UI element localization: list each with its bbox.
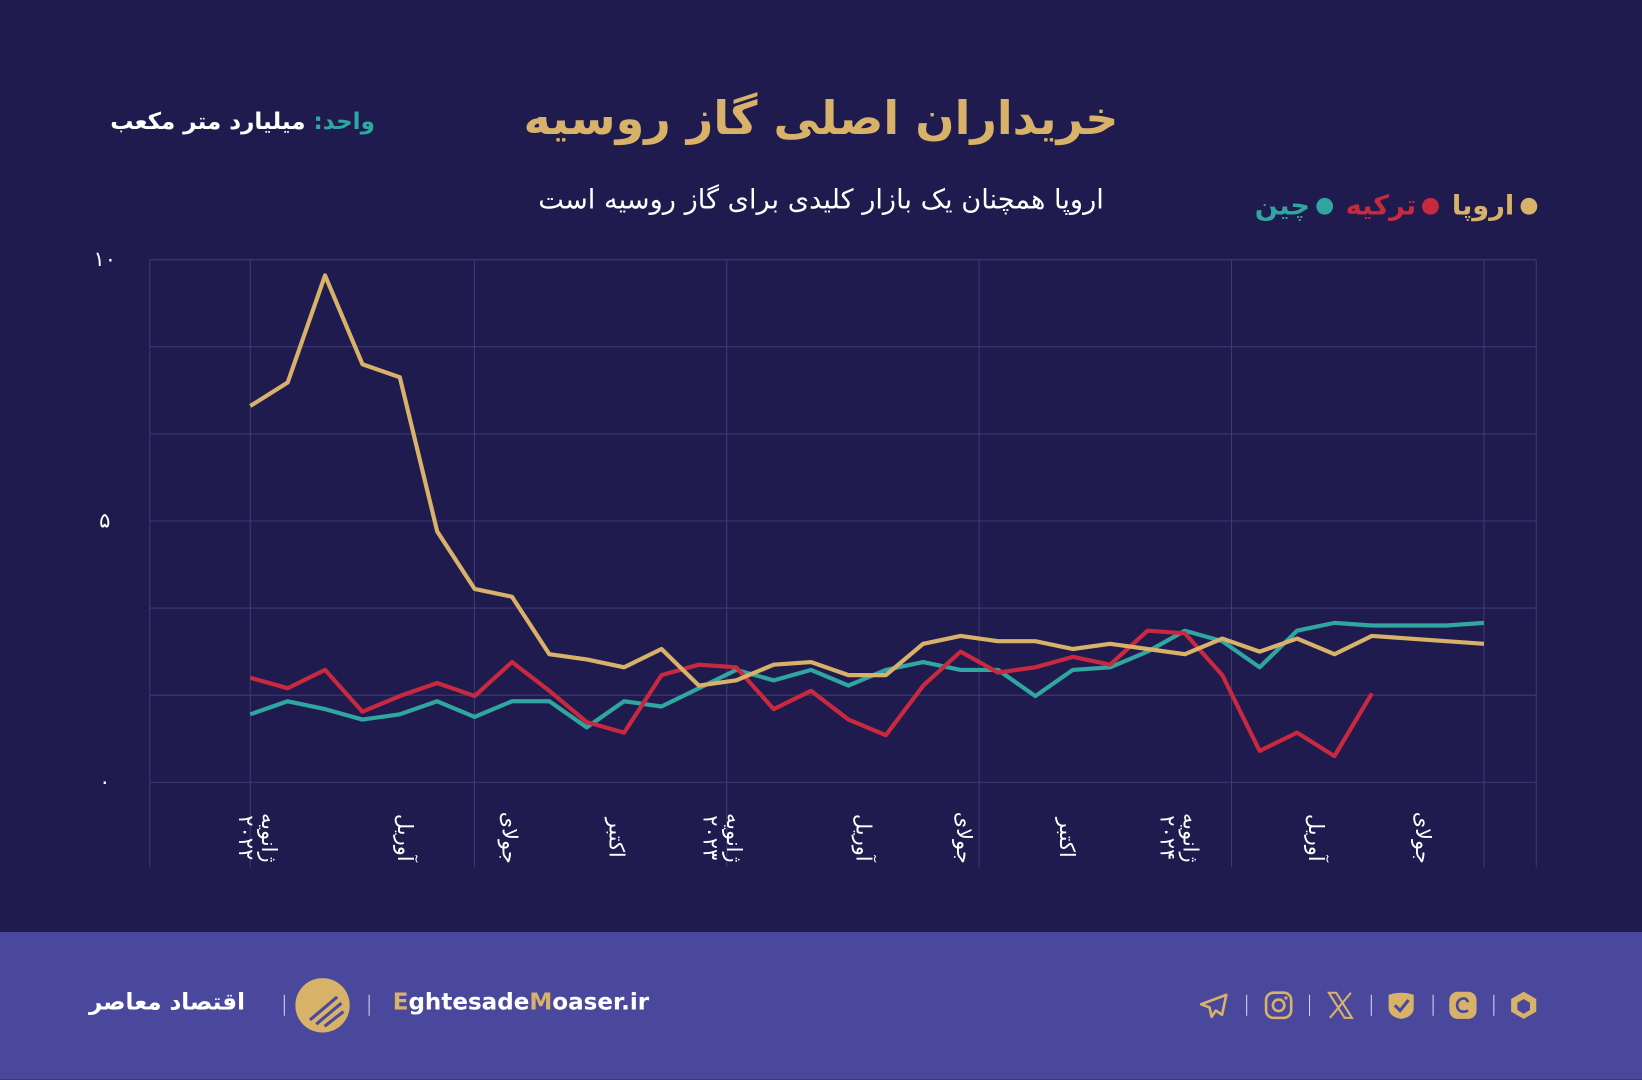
x-tick-label: جولای bbox=[498, 812, 522, 864]
y-tick-label: ۵ bbox=[99, 508, 110, 532]
legend-dot-icon bbox=[1422, 197, 1440, 215]
x-tick-text: ژانویه bbox=[257, 813, 281, 863]
x-tick-label: آوریل bbox=[1304, 814, 1329, 863]
x-tick-label: اکتبر bbox=[604, 817, 628, 858]
divider bbox=[283, 994, 285, 1016]
legend-label: اروپا bbox=[1451, 190, 1515, 223]
legend-turkey: ترکیه bbox=[1346, 191, 1440, 222]
bale-icon[interactable] bbox=[1447, 990, 1478, 1021]
x-tick-label: آوریل bbox=[393, 814, 418, 863]
divider bbox=[1432, 994, 1434, 1016]
instagram-icon[interactable] bbox=[1263, 990, 1294, 1021]
unit-label: واحد: میلیارد متر مکعب bbox=[110, 109, 375, 135]
legend-label: چین bbox=[1254, 190, 1311, 223]
rubika-icon[interactable] bbox=[1508, 990, 1539, 1021]
series-line-2 bbox=[249, 620, 1485, 730]
divider bbox=[1493, 994, 1495, 1016]
legend-china: چین bbox=[1254, 190, 1334, 223]
brand-logo-icon bbox=[295, 978, 350, 1033]
x-tick-label: جولای bbox=[1411, 812, 1435, 864]
divider bbox=[1246, 994, 1248, 1016]
telegram-icon[interactable] bbox=[1198, 990, 1229, 1021]
legend: اروپا ترکیه چین bbox=[1254, 190, 1538, 223]
legend-europe: اروپا bbox=[1451, 190, 1538, 223]
divider bbox=[1370, 994, 1372, 1016]
brand-name: اقتصاد معاصر bbox=[88, 989, 246, 1016]
x-tick-year: ۲۰۲۳ bbox=[699, 815, 723, 860]
x-tick-label: آوریل bbox=[852, 814, 877, 863]
series-line-0 bbox=[249, 273, 1485, 688]
chart-subtitle: اروپا همچنان یک بازار کلیدی برای گاز روس… bbox=[538, 184, 1104, 216]
y-tick-label: ۰ bbox=[99, 770, 110, 794]
x-tick-text: جولای bbox=[952, 812, 976, 864]
chart-title: خریداران اصلی گاز روسیه bbox=[523, 92, 1119, 146]
x-tick-year: ۲۰۲۲ bbox=[234, 815, 258, 860]
footer bbox=[0, 932, 1642, 1080]
x-tick-text: آوریل bbox=[852, 814, 877, 863]
divider bbox=[1309, 994, 1311, 1016]
x-tick-text: جولای bbox=[1411, 812, 1435, 864]
x-tick-label: جولای bbox=[952, 812, 976, 864]
divider bbox=[368, 994, 370, 1016]
series-line-1 bbox=[249, 628, 1374, 759]
website-link[interactable]: EghtesadeMoaser.ir bbox=[392, 989, 650, 1016]
legend-dot-icon bbox=[1316, 197, 1334, 215]
x-tick-text: اکتبر bbox=[1055, 817, 1079, 858]
unit-key: واحد: bbox=[313, 108, 375, 136]
y-tick-label: ۱۰ bbox=[93, 247, 116, 271]
x-tick-text: ژانویه bbox=[1178, 813, 1202, 863]
x-tick-year: ۲۰۲۴ bbox=[1155, 815, 1179, 860]
x-tick-label: اکتبر bbox=[1055, 817, 1079, 858]
x-tick-text: آوریل bbox=[393, 814, 418, 863]
x-icon[interactable] bbox=[1325, 990, 1356, 1021]
legend-label: ترکیه bbox=[1345, 190, 1417, 223]
x-tick-text: اکتبر bbox=[604, 817, 628, 858]
legend-dot-icon bbox=[1520, 197, 1538, 215]
x-tick-text: آوریل bbox=[1304, 814, 1329, 863]
eitaa-icon[interactable] bbox=[1385, 990, 1416, 1021]
x-tick-text: ژانویه bbox=[722, 813, 746, 863]
x-tick-text: جولای bbox=[498, 812, 522, 864]
unit-value: میلیارد متر مکعب bbox=[110, 108, 306, 136]
